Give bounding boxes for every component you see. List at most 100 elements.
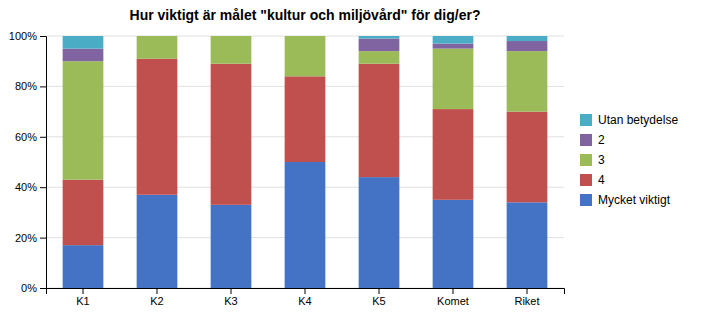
- bar: [211, 36, 252, 37]
- bar: [359, 51, 400, 64]
- bar: [433, 49, 474, 109]
- x-tick: K3: [224, 288, 237, 307]
- y-tick-mark: [40, 86, 46, 87]
- bar: [433, 44, 474, 49]
- x-tick: K4: [298, 288, 311, 307]
- y-tick-label: 80%: [15, 80, 37, 92]
- series: [63, 59, 548, 245]
- bar: [63, 245, 104, 288]
- x-tick-label: K4: [298, 295, 311, 307]
- x-tick-mark: [231, 288, 232, 294]
- x-tick-mark: [527, 288, 528, 294]
- y-tick-mark: [40, 137, 46, 138]
- y-tick: 80%: [15, 80, 46, 92]
- y-tick-mark: [40, 288, 46, 289]
- x-axis: K1 K2 K3 K4 K5 Komet Riket: [47, 288, 565, 307]
- series: [63, 36, 548, 180]
- x-tick: Komet: [437, 288, 469, 307]
- series: [63, 162, 548, 288]
- bar: [63, 180, 104, 246]
- legend-label: Utan betydelse: [598, 113, 678, 127]
- bar: [63, 61, 104, 179]
- legend-label: 2: [598, 133, 605, 147]
- legend-item: 3: [580, 153, 605, 167]
- grid: [46, 36, 564, 288]
- bar: [63, 36, 104, 49]
- x-axis-line: [47, 289, 565, 295]
- x-tick-mark: [453, 288, 454, 294]
- bar: [137, 36, 178, 37]
- legend-label: 3: [598, 153, 605, 167]
- bar: [211, 64, 252, 205]
- bar: [359, 177, 400, 288]
- bar: [507, 36, 548, 41]
- y-tick-label: 100%: [9, 30, 37, 42]
- x-tick-mark: [379, 288, 380, 294]
- x-tick-label: Riket: [514, 295, 539, 307]
- y-tick: 60%: [15, 131, 46, 143]
- x-tick: K1: [76, 288, 89, 307]
- y-tick-label: 60%: [15, 131, 37, 143]
- bar: [359, 64, 400, 177]
- bar: [63, 49, 104, 62]
- legend-item: Mycket viktigt: [580, 193, 671, 207]
- legend-swatch: [580, 114, 592, 126]
- bar: [211, 36, 252, 37]
- bar: [285, 162, 326, 288]
- bar: [285, 36, 326, 37]
- bar: [285, 36, 326, 76]
- bar: [285, 76, 326, 162]
- chart: 0% 20% 40% 60% 80% 100% K1 K2 K3 K4 K5 Komet Riket Hu…: [0, 0, 704, 316]
- y-tick-mark: [40, 36, 46, 37]
- bar: [433, 200, 474, 288]
- y-tick-label: 0%: [21, 282, 37, 294]
- y-tick-label: 20%: [15, 232, 37, 244]
- bar: [359, 36, 400, 39]
- series: [63, 39, 548, 62]
- y-tick: 20%: [15, 232, 46, 244]
- legend-swatch: [580, 134, 592, 146]
- bar: [211, 205, 252, 288]
- x-tick: Riket: [514, 288, 539, 307]
- bar: [285, 36, 326, 37]
- bar: [211, 36, 252, 64]
- x-tick-label: K3: [224, 295, 237, 307]
- bar: [507, 202, 548, 288]
- y-tick-mark: [40, 238, 46, 239]
- bar: [433, 109, 474, 200]
- y-axis-line: [40, 37, 47, 289]
- legend-swatch: [580, 154, 592, 166]
- bar: [137, 36, 178, 37]
- x-tick-label: K5: [372, 295, 385, 307]
- x-tick-mark: [83, 288, 84, 294]
- series: [63, 36, 548, 49]
- y-tick: 0%: [21, 282, 46, 294]
- legend-label: 4: [598, 173, 605, 187]
- x-tick-label: K1: [76, 295, 89, 307]
- title: Hur viktigt är målet "kultur och miljövå…: [130, 7, 481, 23]
- bar: [507, 112, 548, 203]
- legend-swatch: [580, 174, 592, 186]
- bar: [507, 51, 548, 111]
- x-tick: K2: [150, 288, 163, 307]
- x-tick: K5: [372, 288, 385, 307]
- bar: [359, 39, 400, 52]
- y-axis: 0% 20% 40% 60% 80% 100%: [9, 30, 47, 294]
- y-tick: 40%: [15, 181, 46, 193]
- legend: Utan betydelse 2 3 4 Mycket viktigt: [580, 113, 678, 207]
- bars: [63, 36, 548, 288]
- bar: [137, 36, 178, 59]
- bar: [433, 36, 474, 44]
- legend-item: 2: [580, 133, 605, 147]
- y-tick: 100%: [9, 30, 46, 42]
- y-tick-mark: [40, 187, 46, 188]
- legend-item: 4: [580, 173, 605, 187]
- legend-swatch: [580, 194, 592, 206]
- y-tick-label: 40%: [15, 181, 37, 193]
- x-tick-label: Komet: [437, 295, 469, 307]
- bar: [507, 41, 548, 51]
- x-tick-mark: [305, 288, 306, 294]
- x-tick-mark: [157, 288, 158, 294]
- bar: [137, 195, 178, 288]
- bar: [137, 59, 178, 195]
